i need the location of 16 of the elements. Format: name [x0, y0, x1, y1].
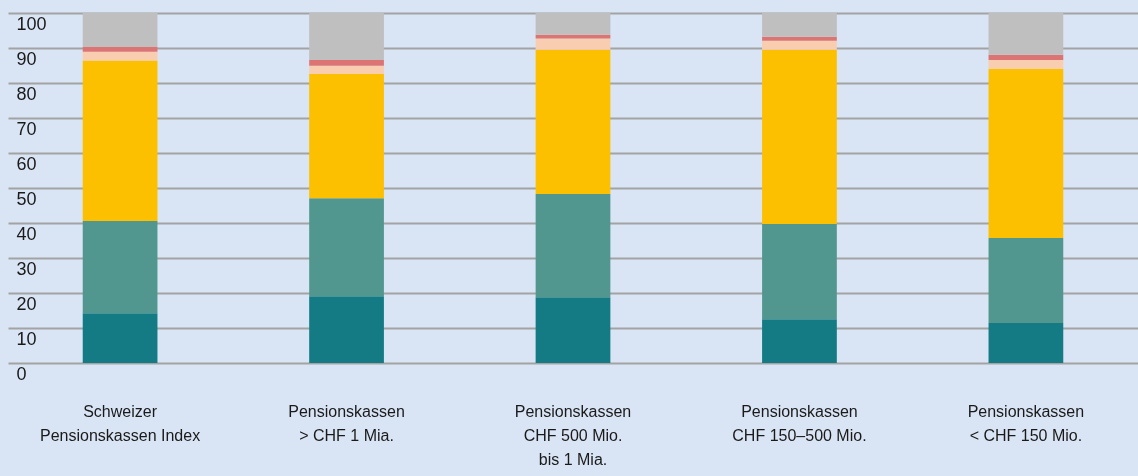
y-tick-label: 10	[16, 328, 37, 349]
x-tick-label: Pensionskassen CHF 500 Mio. bis 1 Mia.	[514, 402, 632, 468]
y-tick-label: 60	[16, 153, 37, 174]
x-tick-label: Pensionskassen > CHF 1 Mia.	[288, 402, 405, 444]
x-tick-label: Pensionskassen < CHF 150 Mio.	[967, 402, 1085, 444]
y-tick-label: 100	[16, 13, 47, 34]
x-tick-label: Pensionskassen CHF 150–500 Mio.	[732, 402, 867, 444]
x-tick-label: Schweizer Pensionskassen Index	[40, 402, 201, 444]
y-tick-label: 50	[16, 188, 37, 209]
y-tick-label: 30	[16, 258, 37, 279]
y-tick-label: 0	[16, 363, 27, 384]
y-tick-label: 40	[16, 223, 37, 244]
y-tick-label: 90	[16, 48, 37, 69]
y-tick-label: 70	[16, 118, 37, 139]
y-tick-label: 20	[16, 293, 37, 314]
y-tick-label: 80	[16, 83, 37, 104]
